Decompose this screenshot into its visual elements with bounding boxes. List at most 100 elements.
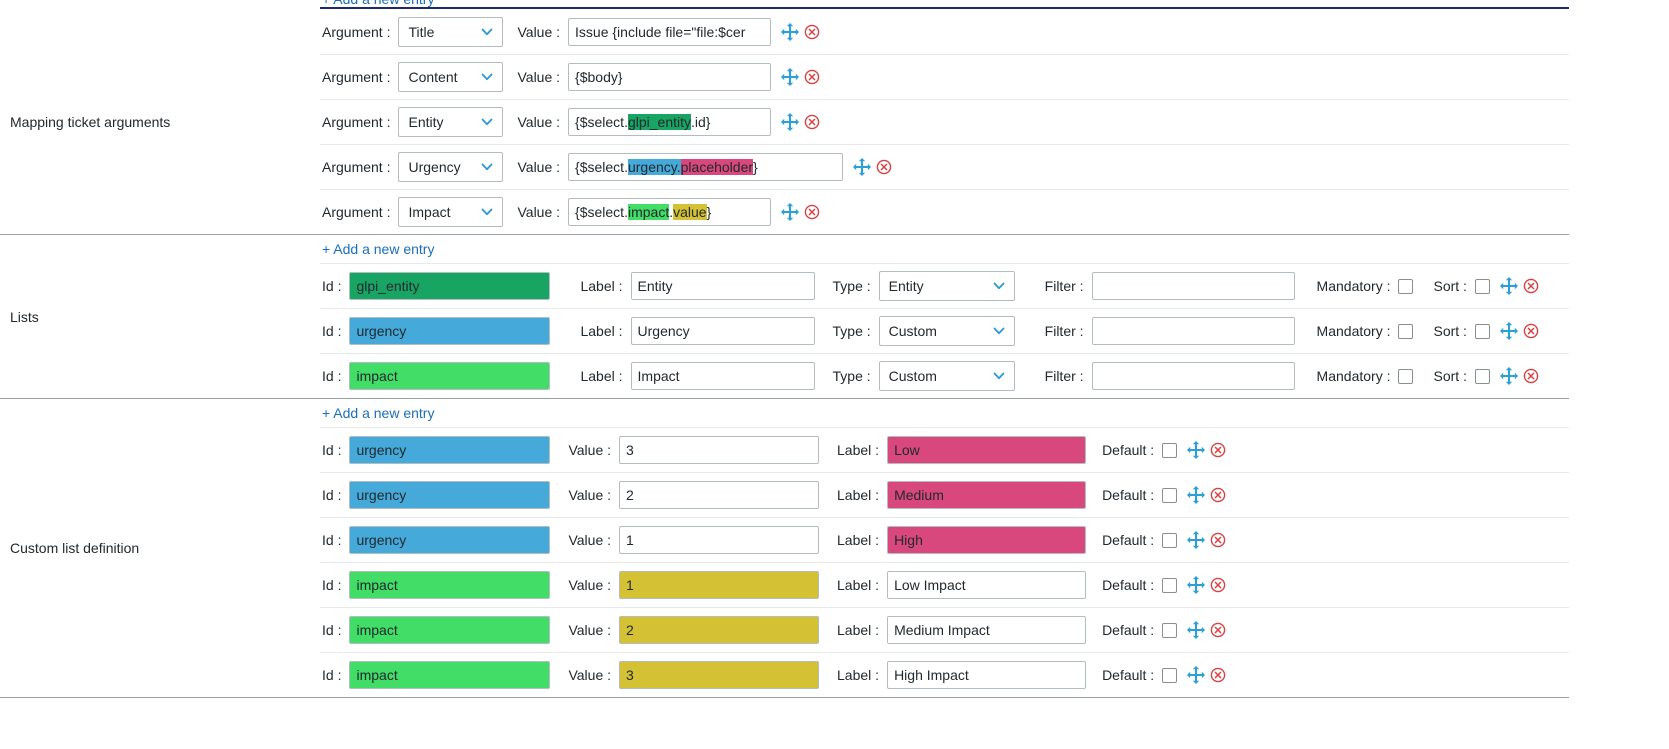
id-input[interactable]: [349, 661, 551, 689]
chevron-down-icon: [482, 208, 493, 216]
row-actions: [1187, 576, 1226, 594]
value-input[interactable]: {$select. urgency. placeholder}: [568, 153, 844, 181]
argument-select[interactable]: Entity: [398, 107, 504, 137]
add-entry-link[interactable]: + Add a new entry: [322, 405, 435, 421]
id-input[interactable]: [349, 481, 551, 509]
argument-label: Argument :: [322, 204, 391, 220]
default-checkbox[interactable]: [1162, 487, 1178, 503]
type-select[interactable]: Custom: [878, 316, 1015, 346]
type-select[interactable]: Custom: [878, 361, 1015, 391]
argument-row: Argument : Impact Value : {$select. impac…: [320, 189, 1569, 234]
label-input[interactable]: [887, 526, 1087, 554]
label-input[interactable]: [887, 481, 1087, 509]
label-input[interactable]: [630, 272, 815, 300]
delete-icon[interactable]: [1523, 368, 1539, 384]
argument-select[interactable]: Title: [398, 16, 504, 47]
value-text: {$select.: [575, 159, 628, 175]
mandatory-checkbox[interactable]: [1398, 323, 1414, 339]
value-input[interactable]: [619, 571, 820, 599]
default-checkbox[interactable]: [1162, 667, 1178, 683]
sort-checkbox[interactable]: [1474, 368, 1490, 384]
type-select[interactable]: Entity: [878, 271, 1015, 301]
add-entry-link[interactable]: + Add a new entry: [322, 241, 435, 257]
value-label: Value :: [568, 442, 612, 458]
id-input[interactable]: [349, 526, 551, 554]
delete-icon[interactable]: [1523, 278, 1539, 294]
row-actions: [1187, 666, 1226, 684]
sort-checkbox[interactable]: [1474, 323, 1490, 339]
delete-icon[interactable]: [1210, 622, 1226, 638]
value-input[interactable]: Issue {include file="file:$cer: [568, 17, 772, 46]
value-input[interactable]: [619, 481, 820, 509]
label-input[interactable]: [630, 317, 815, 345]
label-input[interactable]: [887, 661, 1087, 689]
filter-input[interactable]: [1091, 317, 1295, 345]
move-icon[interactable]: [1499, 367, 1518, 385]
value-input[interactable]: [619, 616, 820, 644]
move-icon[interactable]: [1187, 666, 1206, 684]
row-actions: [1187, 621, 1226, 639]
move-icon[interactable]: [1187, 441, 1206, 459]
delete-icon[interactable]: [1210, 577, 1226, 593]
chevron-down-icon: [482, 118, 493, 126]
label-input[interactable]: [630, 362, 815, 390]
sort-checkbox[interactable]: [1474, 278, 1490, 294]
delete-icon[interactable]: [1523, 323, 1539, 339]
value-text: {$select.: [575, 114, 628, 130]
value-input[interactable]: {$select. glpi_entity .id}: [568, 108, 772, 136]
list-row: Id : Label : Type : Custom Filter : Mand…: [320, 308, 1569, 353]
value-label: Value :: [568, 532, 612, 548]
delete-icon[interactable]: [804, 24, 820, 40]
default-checkbox[interactable]: [1162, 532, 1178, 548]
delete-icon[interactable]: [1210, 487, 1226, 503]
move-icon[interactable]: [1187, 621, 1206, 639]
default-checkbox[interactable]: [1162, 577, 1178, 593]
argument-select[interactable]: Urgency: [398, 152, 504, 182]
row-actions: [781, 203, 820, 221]
move-icon[interactable]: [1187, 576, 1206, 594]
id-input[interactable]: [349, 362, 551, 390]
move-icon[interactable]: [1187, 531, 1206, 549]
delete-icon[interactable]: [804, 114, 820, 130]
label-input[interactable]: [887, 571, 1087, 599]
move-icon[interactable]: [853, 158, 872, 176]
move-icon[interactable]: [1187, 486, 1206, 504]
argument-select[interactable]: Impact: [398, 197, 504, 227]
delete-icon[interactable]: [804, 204, 820, 220]
id-label: Id :: [322, 278, 342, 294]
id-input[interactable]: [349, 436, 551, 464]
move-icon[interactable]: [781, 22, 800, 41]
label-input[interactable]: [887, 616, 1087, 644]
id-input[interactable]: [349, 272, 551, 300]
mandatory-checkbox[interactable]: [1398, 278, 1414, 294]
filter-label: Filter :: [1044, 323, 1084, 339]
id-input[interactable]: [349, 571, 551, 599]
value-input[interactable]: {$select. impact. value}: [568, 198, 772, 226]
mandatory-checkbox[interactable]: [1398, 368, 1414, 384]
value-input[interactable]: [619, 436, 820, 464]
move-icon[interactable]: [781, 68, 800, 86]
id-input[interactable]: [349, 616, 551, 644]
value-input[interactable]: [619, 526, 820, 554]
move-icon[interactable]: [1499, 277, 1518, 295]
argument-select[interactable]: Content: [398, 62, 504, 92]
type-select-value: Entity: [888, 278, 924, 294]
id-label: Id :: [322, 368, 342, 384]
delete-icon[interactable]: [1210, 442, 1226, 458]
delete-icon[interactable]: [876, 159, 892, 175]
id-input[interactable]: [349, 317, 551, 345]
delete-icon[interactable]: [1210, 532, 1226, 548]
move-icon[interactable]: [1499, 322, 1518, 340]
move-icon[interactable]: [781, 113, 800, 131]
filter-input[interactable]: [1091, 272, 1295, 300]
default-checkbox[interactable]: [1162, 442, 1178, 458]
label-input[interactable]: [887, 436, 1087, 464]
add-entry-link[interactable]: + Add a new entry: [322, 0, 434, 7]
delete-icon[interactable]: [804, 69, 820, 85]
delete-icon[interactable]: [1210, 667, 1226, 683]
filter-input[interactable]: [1091, 362, 1295, 390]
move-icon[interactable]: [781, 203, 800, 221]
value-input[interactable]: [619, 661, 820, 689]
default-checkbox[interactable]: [1162, 622, 1178, 638]
value-input[interactable]: {$body}: [568, 63, 772, 91]
